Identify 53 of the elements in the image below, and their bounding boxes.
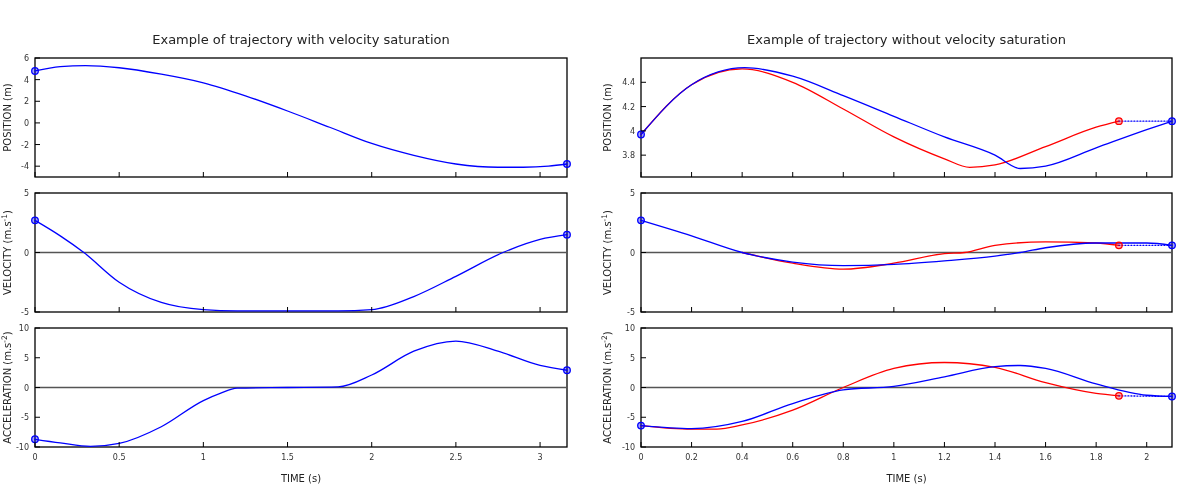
y-tick-label: 0 bbox=[23, 248, 29, 258]
y-tick-label: 5 bbox=[629, 353, 635, 363]
y-tick-label: 2 bbox=[23, 97, 29, 107]
chart-title: Example of trajectory without velocity saturation bbox=[747, 32, 1066, 47]
x-tick-label: 0 bbox=[638, 453, 644, 462]
x-tick-label: 0.2 bbox=[685, 453, 698, 462]
y-tick-label: 0 bbox=[23, 118, 29, 128]
y-tick-label: -10 bbox=[621, 443, 635, 452]
y-tick-label: 6 bbox=[23, 54, 29, 63]
y-tick-label: -5 bbox=[21, 413, 29, 423]
x-tick-label: 2 bbox=[369, 453, 375, 462]
x-tick-label: 3 bbox=[537, 453, 543, 462]
x-tick-label: 1.6 bbox=[1039, 453, 1052, 462]
y-tick-label: 4.2 bbox=[622, 102, 635, 112]
y-tick-label: 0 bbox=[629, 248, 635, 258]
y-tick-label: 4 bbox=[629, 126, 635, 136]
y-tick-label: -4 bbox=[21, 162, 29, 172]
chart-title: Example of trajectory with velocity saturation bbox=[152, 32, 450, 47]
y-tick-label: 4.4 bbox=[622, 78, 635, 88]
x-axis-title: TIME (s) bbox=[885, 473, 927, 484]
y-tick-label: -5 bbox=[21, 308, 29, 317]
y-tick-label: -10 bbox=[15, 443, 29, 452]
x-tick-label: 2 bbox=[1144, 453, 1150, 462]
x-tick-label: 0.8 bbox=[836, 453, 850, 462]
y-tick-label: -5 bbox=[627, 308, 635, 317]
y-tick-label: 4 bbox=[23, 75, 29, 85]
x-axis-title: TIME (s) bbox=[279, 473, 322, 484]
x-tick-label: 0 bbox=[32, 453, 38, 462]
y-axis-title: POSITION (m) bbox=[602, 83, 613, 152]
y-tick-label: 5 bbox=[23, 189, 29, 198]
x-tick-label: 2.5 bbox=[449, 453, 463, 462]
x-tick-label: 1 bbox=[891, 453, 897, 462]
x-tick-label: 1.5 bbox=[281, 453, 294, 462]
x-tick-label: 0.6 bbox=[786, 453, 800, 462]
y-tick-label: 3.8 bbox=[622, 151, 635, 161]
y-tick-label: 10 bbox=[624, 324, 635, 333]
y-tick-label: 5 bbox=[629, 189, 635, 198]
point bbox=[637, 421, 645, 430]
y-tick-label: -2 bbox=[21, 140, 29, 150]
x-tick-label: 1.8 bbox=[1089, 453, 1103, 462]
point bbox=[1168, 392, 1176, 401]
y-tick-label: 5 bbox=[23, 353, 29, 363]
y-axis-title: POSITION (m) bbox=[2, 83, 13, 152]
y-tick-label: 0 bbox=[23, 383, 29, 393]
y-tick-label: -5 bbox=[627, 413, 635, 423]
point bbox=[1114, 391, 1123, 400]
y-tick-label: 10 bbox=[18, 324, 29, 333]
x-tick-label: 0.4 bbox=[735, 453, 749, 462]
y-tick-label: 0 bbox=[629, 383, 635, 393]
x-tick-label: 0.5 bbox=[112, 453, 126, 462]
x-tick-label: 1.4 bbox=[988, 453, 1002, 462]
x-tick-label: 1 bbox=[200, 453, 206, 462]
x-tick-label: 1.2 bbox=[938, 453, 951, 462]
